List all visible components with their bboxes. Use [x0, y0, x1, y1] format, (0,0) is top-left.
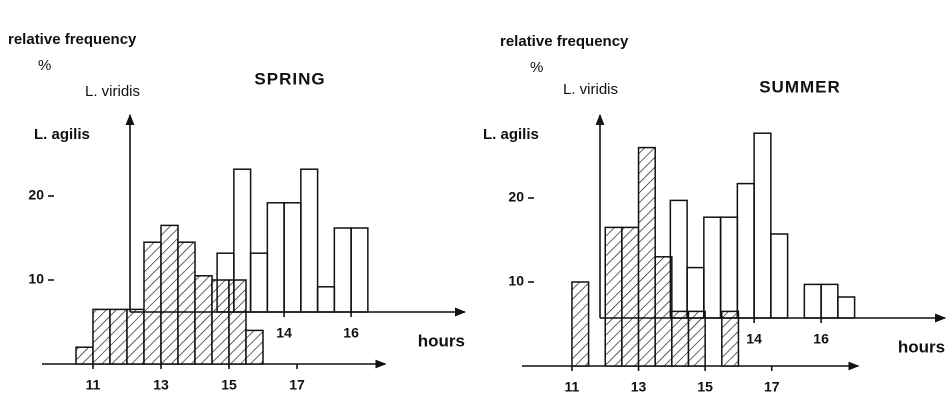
- bar: [75, 346, 94, 365]
- bar: [233, 168, 252, 313]
- y-unit: %: [530, 59, 543, 76]
- y-label: relative frequency: [8, 31, 137, 48]
- series-label: L. viridis: [85, 83, 140, 100]
- bar: [266, 202, 285, 313]
- bar: [211, 279, 230, 365]
- y-unit: %: [38, 57, 51, 74]
- x-tick-label: 13: [631, 379, 647, 395]
- x-tick-label: 15: [697, 379, 713, 395]
- bar: [654, 256, 673, 367]
- bar: [703, 216, 722, 319]
- x-label: hours: [418, 331, 465, 350]
- series-label: L. viridis: [563, 81, 618, 98]
- bar: [126, 308, 145, 365]
- y-label: relative frequency: [500, 33, 629, 50]
- inner-x-tick-label: 16: [343, 325, 359, 341]
- inner-x-tick-label: 14: [276, 325, 292, 341]
- y-tick-label: 20: [28, 187, 44, 203]
- bar: [719, 216, 739, 319]
- bar: [109, 308, 128, 365]
- bar: [604, 226, 623, 367]
- y-tick-label: 10: [508, 273, 524, 289]
- bar: [92, 308, 111, 365]
- series-label: L. agilis: [34, 126, 90, 143]
- y-tick-label: 20: [508, 189, 524, 205]
- bar: [333, 227, 352, 313]
- bar: [753, 132, 772, 319]
- bar: [621, 226, 640, 367]
- bar: [770, 233, 789, 319]
- bar: [300, 168, 319, 313]
- bar: [143, 241, 162, 365]
- x-tick-label: 13: [153, 377, 169, 393]
- bar: [194, 275, 213, 365]
- bar: [687, 310, 706, 367]
- y-tick-label: 10: [28, 271, 44, 287]
- bar: [837, 296, 856, 319]
- bar: [571, 281, 590, 367]
- inner-x-tick-label: 16: [813, 331, 829, 347]
- bar: [177, 241, 196, 365]
- series-label: L. agilis: [483, 126, 539, 143]
- title: SPRING: [254, 69, 325, 88]
- bar: [160, 224, 179, 365]
- bar: [316, 286, 336, 313]
- x-tick-label: 17: [289, 377, 305, 393]
- bar: [669, 199, 688, 319]
- bar: [721, 310, 740, 367]
- title: SUMMER: [759, 77, 841, 96]
- bar: [350, 227, 369, 313]
- x-label: hours: [898, 337, 945, 356]
- bar: [249, 252, 269, 313]
- x-tick-label: 11: [565, 379, 580, 395]
- x-tick-label: 17: [764, 379, 780, 395]
- bar: [283, 202, 302, 313]
- inner-x-tick-label: 14: [746, 331, 762, 347]
- bar: [820, 283, 839, 319]
- bar: [637, 146, 656, 367]
- bar: [228, 279, 247, 365]
- x-tick-label: 11: [86, 377, 101, 393]
- bar: [671, 310, 690, 367]
- bar: [803, 283, 822, 319]
- x-tick-label: 15: [221, 377, 237, 393]
- bar: [245, 329, 264, 365]
- bar: [686, 266, 705, 319]
- bar: [736, 182, 755, 319]
